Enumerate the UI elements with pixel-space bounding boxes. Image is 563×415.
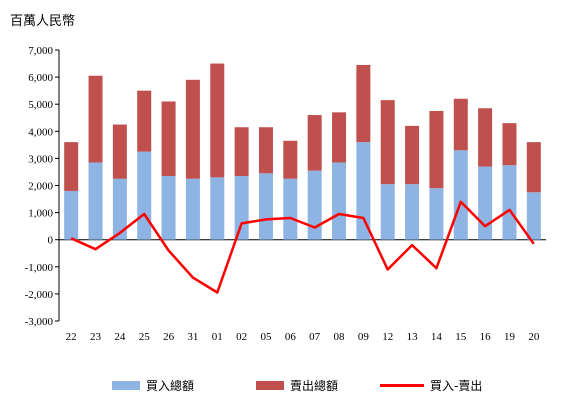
bar-sell [210, 63, 225, 178]
bar-buy [234, 176, 249, 240]
bar-sell [356, 64, 371, 143]
x-tick-label: 16 [480, 331, 492, 343]
x-tick-label: 02 [236, 331, 247, 343]
bar-buy [258, 173, 273, 240]
bar-sell [137, 90, 152, 152]
legend-item-buy: 買入總額 [112, 376, 194, 394]
legend-label-buy: 買入總額 [146, 378, 195, 393]
x-tick-label: 08 [334, 331, 346, 343]
bar-buy [283, 178, 298, 240]
bar-buy [307, 170, 322, 240]
bar-line-chart: -3,000 -2,000 -1,000 0 1,000 2,000 3,000 4,000 5… [25, 45, 546, 343]
x-tick-label: 09 [358, 331, 370, 343]
bar-buy [356, 142, 371, 240]
bar-buy [502, 165, 517, 240]
bar-sell [64, 142, 79, 191]
y-tick-label: 7,000 [28, 45, 53, 57]
bar-buy [380, 184, 395, 240]
legend-swatch-sell [256, 380, 284, 390]
y-tick-label: 6,000 [28, 72, 53, 84]
bar-buy [185, 178, 200, 240]
bar-sell [185, 79, 200, 179]
bar-sell [478, 108, 493, 167]
x-tick-label: 07 [309, 331, 321, 343]
bar-sell [88, 75, 103, 163]
y-tick-label: -1,000 [25, 262, 54, 274]
bar-sell [161, 101, 176, 177]
bar-sell [234, 127, 249, 177]
bar-sell [332, 112, 347, 163]
y-axis-unit-label: 百萬人民幣 [10, 14, 76, 29]
legend-item-sell: 賣出總額 [256, 376, 338, 394]
legend-label-net: 買入-賣出 [430, 378, 483, 393]
bar-buy [161, 176, 176, 240]
bar-sell [380, 100, 395, 185]
bar-sell [112, 124, 127, 179]
bar-sell [502, 123, 517, 166]
x-tick-label: 01 [212, 331, 223, 343]
bar-buy [210, 177, 225, 240]
bar-buy [478, 166, 493, 240]
y-tick-label: 1,000 [28, 208, 53, 220]
y-tick-label: 0 [48, 235, 54, 247]
bar-buy [453, 150, 468, 240]
bar-sell [453, 98, 468, 151]
x-tick-label: 24 [114, 331, 126, 343]
net-line [70, 200, 535, 294]
bar-sell [405, 125, 420, 185]
x-tick-label: 25 [139, 331, 151, 343]
y-tick-label: -2,000 [25, 289, 54, 301]
x-tick-label: 20 [528, 331, 540, 343]
y-tick-label: 2,000 [28, 181, 53, 193]
x-tick-label: 05 [260, 331, 272, 343]
legend-label-sell: 賣出總額 [290, 378, 339, 393]
x-tick-label: 22 [66, 331, 77, 343]
bar-buy [332, 162, 347, 240]
legend-swatch-net [380, 383, 424, 387]
bar-buy [88, 162, 103, 240]
bar-buy [112, 178, 127, 240]
bar-buy [64, 190, 79, 240]
legend-swatch-buy [112, 380, 140, 390]
legend-item-net: 買入-賣出 [380, 376, 482, 394]
y-tick-label: 5,000 [28, 99, 53, 111]
bar-sell [258, 127, 273, 174]
x-tick-label: 26 [163, 331, 175, 343]
x-tick-label: 13 [407, 331, 419, 343]
x-tick-label: 23 [90, 331, 102, 343]
x-tick-label: 19 [504, 331, 516, 343]
x-tick-label: 14 [431, 331, 443, 343]
bar-sell [283, 140, 298, 179]
bar-sell [526, 142, 541, 193]
bar-sell [307, 115, 322, 171]
x-tick-label: 31 [187, 331, 198, 343]
bar-buy [405, 184, 420, 240]
y-tick-label: 3,000 [28, 153, 53, 165]
x-tick-label: 15 [455, 331, 467, 343]
x-tick-label: 12 [382, 331, 393, 343]
bar-buy [429, 188, 444, 240]
bar-buy [137, 151, 152, 240]
x-tick-label: 06 [285, 331, 297, 343]
y-tick-label: 4,000 [28, 126, 53, 138]
bar-buy [526, 192, 541, 240]
y-tick-label: -3,000 [25, 316, 54, 328]
bar-sell [429, 110, 444, 189]
